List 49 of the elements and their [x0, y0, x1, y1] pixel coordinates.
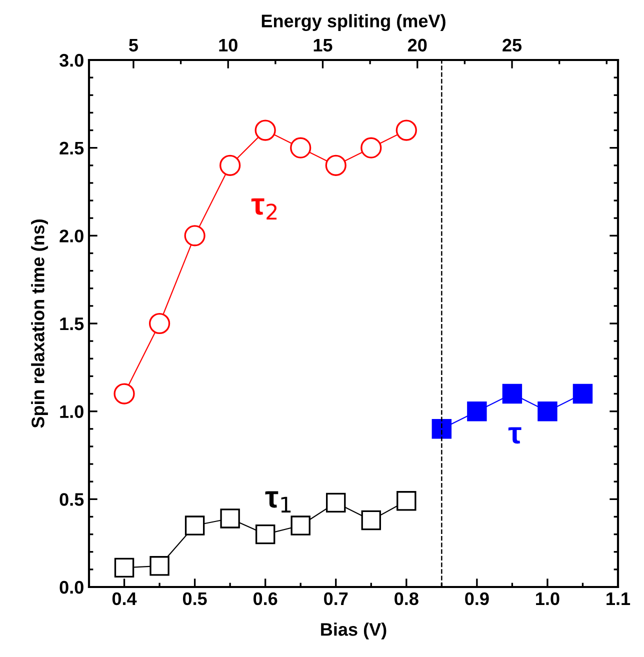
point	[255, 524, 276, 544]
point	[432, 419, 452, 439]
point	[502, 384, 522, 404]
point	[361, 510, 381, 530]
x2-tick-label: 15	[314, 38, 332, 52]
y-tick-label: 0.5	[60, 493, 84, 506]
point	[538, 401, 558, 422]
point	[150, 556, 170, 576]
x2-tick-label: 25	[502, 38, 522, 52]
point	[290, 137, 312, 158]
y-tick-label: 1.0	[60, 405, 84, 418]
point	[396, 120, 417, 141]
x2-axis-title: Energy spliting (meV)	[262, 14, 446, 32]
point	[148, 312, 170, 334]
x-tick-label: 0.4	[112, 592, 137, 606]
point	[290, 516, 310, 536]
x2-tick-label: 10	[219, 38, 238, 52]
x-tick-label: 0.8	[394, 592, 418, 606]
y-axis-title: Spin relaxation time (ns)	[31, 220, 48, 428]
point	[184, 225, 206, 246]
point	[396, 491, 416, 511]
point	[325, 154, 346, 176]
x2-tick-label: 20	[408, 38, 427, 52]
point	[114, 383, 135, 404]
x-tick-label: 1.1	[606, 592, 630, 605]
point	[220, 508, 240, 528]
point	[114, 558, 134, 578]
y-tick-label: 1.5	[60, 318, 84, 330]
x-tick-label: 1.0	[536, 592, 560, 606]
point	[326, 492, 346, 513]
point	[360, 137, 382, 158]
series-label: τ	[508, 427, 522, 444]
x-tick-label: 0.7	[324, 592, 348, 606]
series-label: τ$_{2}$	[251, 198, 277, 220]
point	[572, 384, 593, 404]
point	[220, 154, 241, 176]
x2-tick-label: 5	[129, 38, 138, 52]
x-tick-label: 0.9	[465, 592, 489, 606]
x-axis-title: Bias (V)	[321, 622, 386, 640]
y-tick-label: 3.0	[59, 54, 84, 67]
y-tick-label: 2.0	[60, 230, 84, 242]
point	[254, 120, 276, 141]
series-label: τ$_{1}$	[265, 491, 291, 512]
x-tick-label: 0.6	[254, 592, 278, 606]
point	[184, 516, 205, 536]
point	[467, 401, 487, 422]
x-tick-label: 0.5	[182, 592, 207, 606]
y-tick-label: 0.0	[60, 580, 84, 594]
y-tick-label: 2.5	[60, 142, 84, 155]
